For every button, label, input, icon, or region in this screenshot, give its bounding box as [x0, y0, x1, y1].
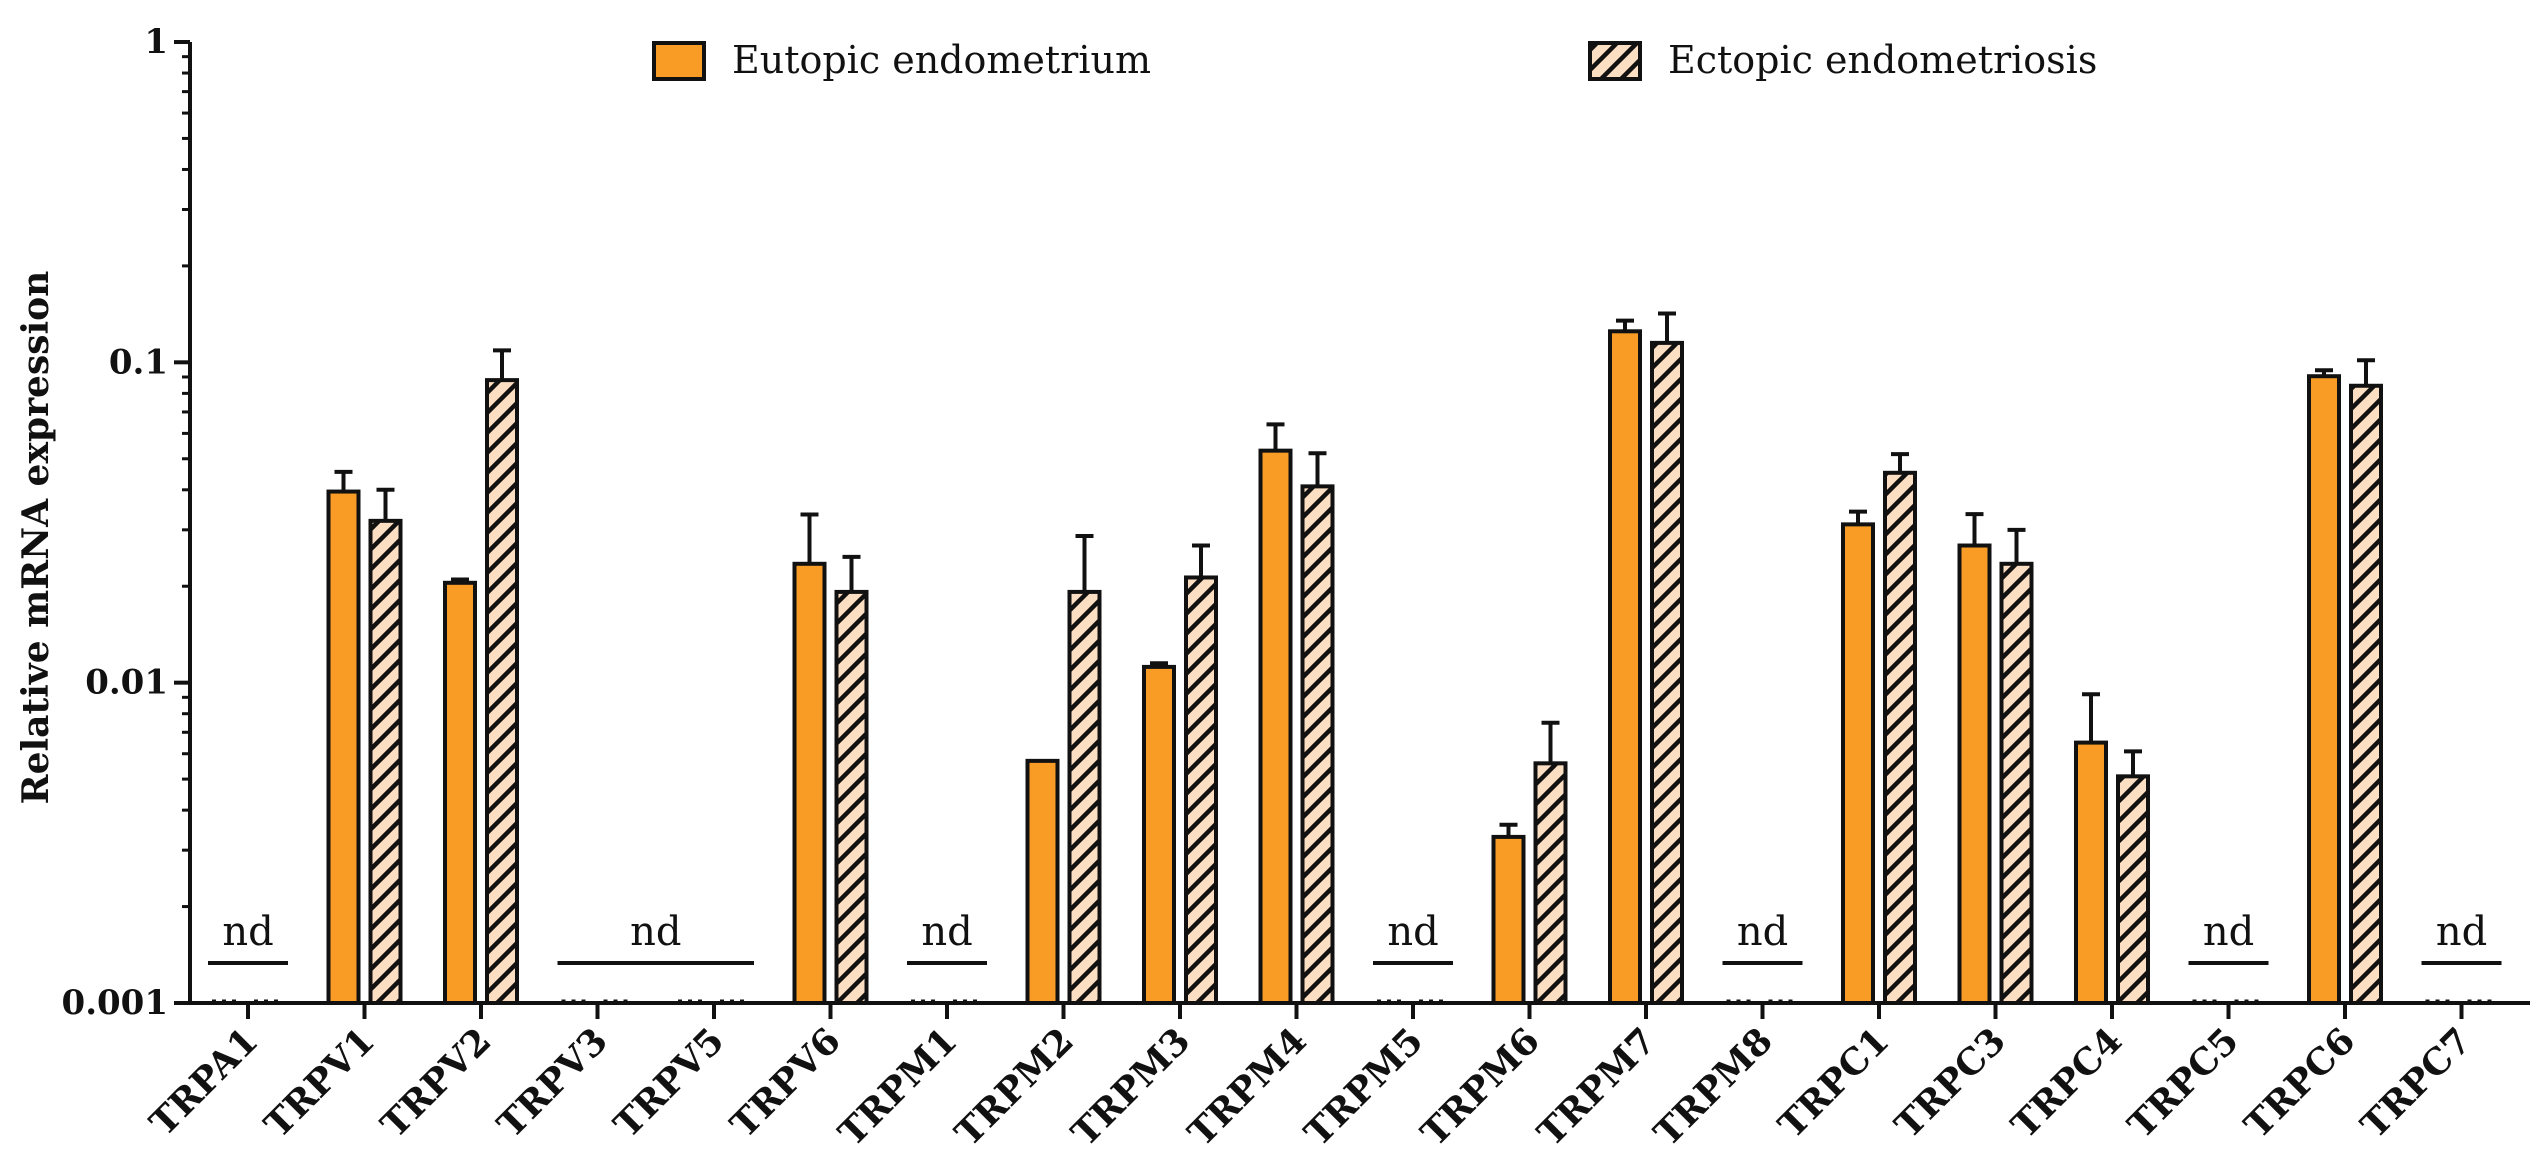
bar-ectopic: [2116, 774, 2150, 1005]
x-tick-label: TRPM7: [1530, 1020, 1665, 1155]
y-tick-label: 0.001: [62, 983, 168, 1023]
bar-eutopic: [1258, 448, 1293, 1005]
bar-ectopic: [2349, 383, 2383, 1006]
bar-ectopic: [1300, 484, 1335, 1005]
bar-eutopic: [1491, 834, 1526, 1006]
x-tick-label: TRPM5: [1297, 1020, 1432, 1155]
nd-label: nd: [630, 909, 681, 955]
nd-label: nd: [1737, 909, 1788, 955]
bar-ectopic: [1184, 575, 1218, 1005]
bars: [212, 311, 2498, 1006]
bar-ectopic: [485, 378, 519, 1005]
bar-ectopic: [834, 589, 869, 1005]
x-tick-label: TRPM1: [831, 1020, 966, 1155]
x-tick-label: TRPC3: [1887, 1020, 2014, 1147]
bar-ectopic: [1650, 340, 1684, 1006]
legend-label-eutopic: Eutopic endometrium: [732, 38, 1151, 82]
bar-eutopic: [443, 580, 477, 1005]
bar-eutopic: [1957, 543, 1992, 1005]
x-tick-label: TRPC7: [2353, 1020, 2480, 1147]
x-tick-label: TRPM3: [1064, 1020, 1199, 1155]
axes: [174, 40, 2530, 1019]
y-tick-label: 0.01: [85, 663, 168, 703]
x-tick-label: TRPV2: [373, 1020, 499, 1146]
nd-label: nd: [2203, 909, 2254, 955]
bar-ectopic: [1067, 589, 1102, 1005]
x-tick-label: TRPC1: [1770, 1020, 1897, 1147]
nd-label: nd: [222, 909, 273, 955]
bar-eutopic: [1841, 522, 1875, 1006]
x-tick-label: TRPV1: [256, 1020, 382, 1146]
x-tick-label: TRPM8: [1646, 1020, 1781, 1155]
bar-eutopic: [2074, 740, 2108, 1005]
bar-eutopic: [1142, 664, 1176, 1006]
bar-eutopic: [2307, 374, 2341, 1006]
nd-label: nd: [2436, 909, 2487, 955]
x-tick-label: TRPC4: [2003, 1020, 2130, 1147]
x-tick-label: TRPC5: [2120, 1020, 2247, 1147]
bar-eutopic: [326, 489, 361, 1005]
legend-swatch-eutopic: [652, 41, 706, 81]
x-tick-label: TRPV6: [722, 1020, 848, 1146]
legend: Eutopic endometrium Ectopic endometriosis: [652, 38, 2097, 82]
x-tick-label: TRPM6: [1413, 1020, 1548, 1155]
bar-ectopic: [1533, 761, 1568, 1006]
bar-ectopic: [1999, 561, 2034, 1005]
x-tick-label: TRPV3: [489, 1020, 615, 1146]
y-tick-label: 1: [144, 22, 168, 62]
y-axis-label: Relative mRNA expression: [15, 271, 57, 805]
x-tick-label: TRPV5: [606, 1020, 732, 1146]
nd-label: nd: [921, 909, 972, 955]
x-tick-label: TRPM4: [1180, 1020, 1315, 1155]
legend-swatch-ectopic: [1588, 41, 1642, 81]
bar-eutopic: [1608, 329, 1642, 1005]
x-tick-label: TRPA1: [142, 1020, 267, 1145]
x-tick-label: TRPC6: [2236, 1020, 2363, 1147]
bar-eutopic: [792, 561, 827, 1005]
nd-label: nd: [1387, 909, 1438, 955]
bar-ectopic: [1883, 470, 1917, 1005]
bar-eutopic: [1025, 758, 1060, 1006]
y-tick-label: 0.1: [109, 342, 168, 382]
bar-ectopic: [368, 518, 403, 1005]
x-tick-label: TRPM2: [947, 1020, 1082, 1155]
legend-label-ectopic: Ectopic endometriosis: [1668, 38, 2097, 82]
